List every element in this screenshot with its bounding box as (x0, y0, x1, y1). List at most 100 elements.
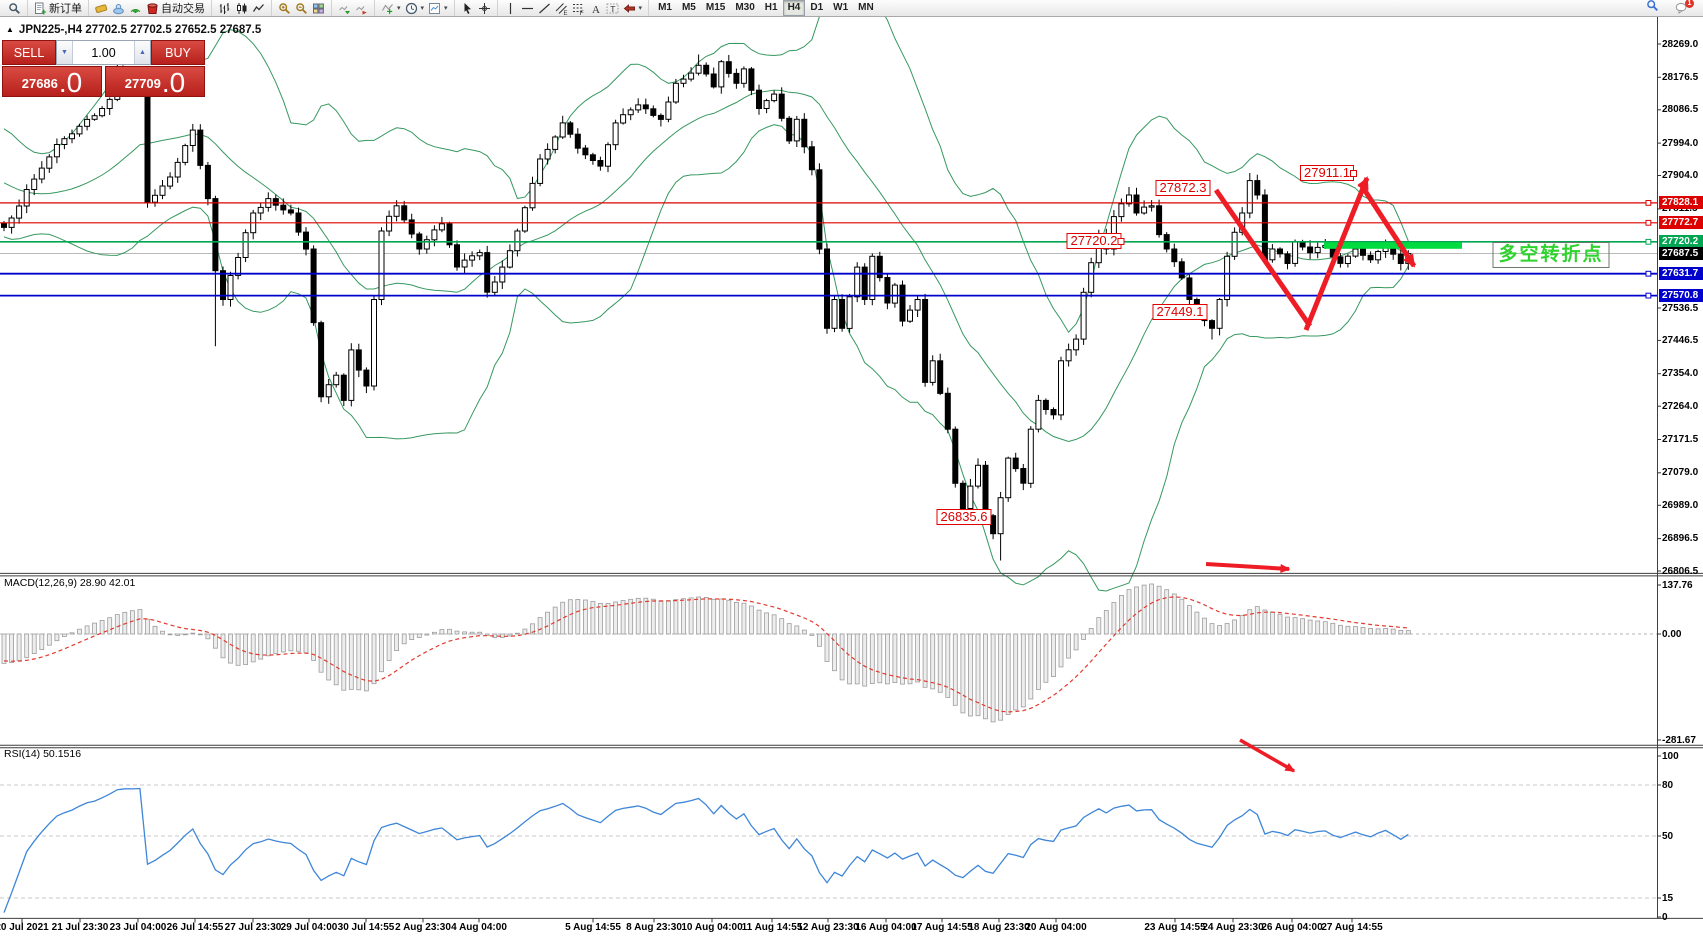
price-tag[interactable]: 26835.6 (936, 509, 992, 525)
periods-icon (405, 2, 418, 15)
indicators-caret-icon[interactable]: ▾ (397, 5, 401, 12)
price-tag[interactable]: 27449.1 (1152, 304, 1208, 320)
volume-increase-button[interactable]: ▲ (134, 41, 150, 64)
timeframe-M15-button[interactable]: M15 (705, 2, 726, 13)
macd-trend-arrow[interactable] (1205, 562, 1291, 573)
templates-button[interactable]: ▾ (426, 1, 450, 16)
search-icon[interactable] (1646, 0, 1659, 17)
text-button[interactable]: A (587, 1, 604, 16)
community-button[interactable] (110, 1, 127, 16)
arrows-button[interactable]: ▾ (621, 1, 645, 16)
auto-trading-icon (146, 2, 159, 15)
horizontal-line-object[interactable] (0, 200, 1657, 206)
periods-button[interactable]: ▾ (403, 1, 427, 16)
candlestick-chart-button[interactable] (233, 1, 250, 16)
svg-text:+: + (41, 6, 46, 14)
horizontal-line-object[interactable] (0, 270, 1657, 277)
line-chart-button[interactable] (250, 1, 267, 16)
horizontal-line-button[interactable] (519, 1, 536, 16)
toolbar-group (211, 0, 271, 16)
buy-button[interactable]: BUY (151, 40, 205, 65)
selection-handle[interactable] (1350, 170, 1358, 177)
signals-icon (129, 2, 142, 15)
price-line-label: 27570.8 (1659, 289, 1703, 303)
notification-badge: 1 (1685, 0, 1694, 8)
zoom-out-button[interactable] (293, 1, 310, 16)
new-order-label: 新订单 (49, 3, 82, 15)
price-tick-label: 27354.0 (1662, 368, 1699, 380)
notifications-button[interactable]: 1 (1675, 0, 1694, 15)
fibonacci-button[interactable]: F (570, 1, 587, 16)
price-tag[interactable]: 27720.2 (1066, 233, 1125, 249)
trendline-button[interactable] (536, 1, 553, 16)
horizontal-line-object[interactable] (0, 238, 1657, 245)
macd-histogram (1, 583, 1411, 723)
cursor-button[interactable] (459, 1, 476, 16)
templates-caret-icon[interactable]: ▾ (444, 5, 448, 12)
auto-scroll-button[interactable] (336, 1, 353, 16)
price-tick-label: 27994.0 (1662, 137, 1699, 149)
toolbar-group: 自动交易 (88, 0, 211, 16)
price-line-label: 27631.7 (1659, 267, 1703, 281)
signals-button[interactable] (127, 1, 144, 16)
crosshair-button[interactable] (476, 1, 493, 16)
timeframe-MN-button[interactable]: MN (858, 2, 874, 13)
timeframe-M5-button[interactable]: M5 (681, 2, 696, 13)
timeframe-D1-button[interactable]: D1 (810, 2, 824, 13)
time-tick-label: 27 Jul 23:30 (224, 922, 282, 933)
timeframe-M30-button[interactable]: M30 (735, 2, 755, 13)
sell-button[interactable]: SELL (2, 40, 56, 65)
horizontal-line-object[interactable] (0, 292, 1657, 299)
price-tick-label: 27904.0 (1662, 170, 1699, 181)
trend-arrow[interactable] (1303, 176, 1370, 331)
horizontal-line-object[interactable] (0, 219, 1657, 226)
timeframe-H1-button[interactable]: H1 (764, 2, 778, 13)
equidistant-channel-button[interactable]: E (553, 1, 570, 16)
timeframe-H4-button[interactable]: H4 (782, 0, 806, 16)
chart-search-button[interactable] (6, 1, 23, 16)
price-tag[interactable]: 27911.1 (1299, 165, 1358, 181)
volume-value[interactable]: 1.00 (91, 45, 116, 60)
time-tick-label: 20 Aug 04:00 (1025, 922, 1087, 933)
current-price-label: 27687.5 (1659, 247, 1703, 260)
sell-price-button[interactable]: 27686 .0 (2, 66, 102, 97)
price-tick-label: 26896.5 (1662, 533, 1699, 545)
rsi-scale-label: 15 (1662, 892, 1674, 904)
text-label-button[interactable]: T (604, 1, 621, 16)
trend-arrow[interactable] (1213, 188, 1313, 328)
time-tick-label: 23 Aug 14:55 (1144, 922, 1206, 933)
tile-windows-button[interactable] (310, 1, 327, 16)
price-tag[interactable]: 27872.3 (1155, 180, 1211, 196)
periods-caret-icon[interactable]: ▾ (420, 5, 425, 12)
highlight-line-object[interactable] (1324, 242, 1462, 249)
volume-decrease-button[interactable]: ▼ (57, 41, 73, 64)
styler-button[interactable] (93, 1, 110, 16)
bollinger-band (3, 0, 1409, 334)
time-tick-label: 18 Aug 23:30 (968, 922, 1030, 933)
timeframe-group: M1 M5 M15 M30 H1 H4 D1 W1 MN (648, 0, 883, 16)
timeframe-W1-button[interactable]: W1 (833, 2, 849, 13)
arrows-icon (623, 2, 636, 15)
auto-trading-button[interactable]: 自动交易 (144, 1, 207, 16)
zoom-in-button[interactable] (276, 1, 293, 16)
text-icon: A (589, 2, 602, 15)
time-tick-label: 29 Jul 04:00 (280, 922, 338, 933)
rsi-trend-arrow[interactable] (1239, 738, 1296, 773)
selection-handle[interactable] (1117, 238, 1125, 245)
trend-arrow[interactable] (1357, 181, 1417, 268)
timeframe-M1-button[interactable]: M1 (658, 2, 672, 13)
note-label[interactable]: 多空转折点 (1492, 242, 1610, 268)
indicators-button[interactable]: + ▾ (379, 1, 403, 16)
auto-scroll-icon (338, 2, 351, 15)
toolbar-group (271, 0, 331, 16)
buy-price-button[interactable]: 27709 .0 (105, 66, 205, 97)
toolbar-group: + 新订单 (27, 0, 88, 16)
bar-chart-button[interactable] (216, 1, 233, 16)
vertical-line-button[interactable] (502, 1, 519, 16)
arrows-caret-icon[interactable]: ▾ (638, 5, 643, 12)
new-order-button[interactable]: + 新订单 (32, 1, 84, 16)
svg-text:E: E (563, 10, 567, 14)
price-tick-label: 27171.5 (1662, 434, 1699, 445)
chart-shift-button[interactable] (353, 1, 370, 16)
